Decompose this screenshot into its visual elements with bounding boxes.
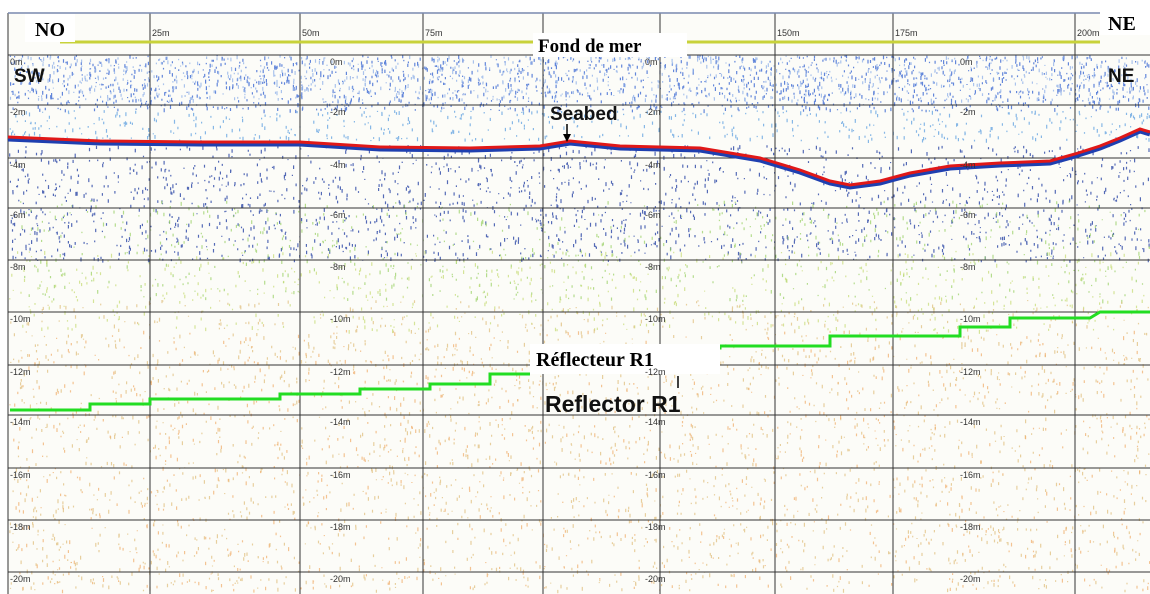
depth-label: -18m bbox=[645, 522, 666, 532]
distance-label: 25m bbox=[152, 28, 170, 38]
depth-label: -12m bbox=[330, 367, 351, 377]
depth-label: -12m bbox=[960, 367, 981, 377]
depth-label: -16m bbox=[960, 470, 981, 480]
depth-label: -4m bbox=[10, 160, 26, 170]
depth-label: -4m bbox=[645, 160, 661, 170]
depth-label: -10m bbox=[960, 314, 981, 324]
depth-label: -20m bbox=[10, 574, 31, 584]
depth-label: -16m bbox=[645, 470, 666, 480]
seabed-label: Seabed bbox=[550, 104, 618, 125]
profile-left: SW bbox=[14, 66, 45, 87]
depth-label: -20m bbox=[330, 574, 351, 584]
profile-figure: NO NE Fond de mer SW NE Seabed Réflecteu… bbox=[0, 0, 1150, 594]
header-left: NO bbox=[35, 19, 65, 41]
depth-label: -14m bbox=[645, 417, 666, 427]
distance-label: 175m bbox=[895, 28, 918, 38]
depth-label: -2m bbox=[10, 107, 26, 117]
depth-label: -14m bbox=[330, 417, 351, 427]
depth-label: -4m bbox=[330, 160, 346, 170]
distance-label: 75m bbox=[425, 28, 443, 38]
depth-label: -6m bbox=[645, 210, 661, 220]
depth-label: -12m bbox=[645, 367, 666, 377]
depth-label: -10m bbox=[10, 314, 31, 324]
depth-label: -6m bbox=[10, 210, 26, 220]
distance-label: 200m bbox=[1077, 28, 1100, 38]
depth-label: -8m bbox=[645, 262, 661, 272]
depth-label: 0m bbox=[960, 57, 973, 67]
depth-label: -8m bbox=[960, 262, 976, 272]
header-title: Fond de mer bbox=[538, 36, 642, 57]
depth-label: -14m bbox=[10, 417, 31, 427]
depth-label: -20m bbox=[645, 574, 666, 584]
depth-label: -6m bbox=[330, 210, 346, 220]
depth-label: 0m bbox=[330, 57, 343, 67]
depth-label: -4m bbox=[960, 160, 976, 170]
depth-label: -6m bbox=[960, 210, 976, 220]
reflector-en-label: Reflector R1 bbox=[545, 391, 681, 417]
depth-label: -14m bbox=[960, 417, 981, 427]
depth-label: -2m bbox=[330, 107, 346, 117]
reflector-fr-label: Réflecteur R1 bbox=[536, 349, 654, 371]
depth-label: 0m bbox=[10, 57, 23, 67]
depth-label: -2m bbox=[645, 107, 661, 117]
depth-label: -10m bbox=[330, 314, 351, 324]
depth-label: -18m bbox=[330, 522, 351, 532]
depth-label: -16m bbox=[330, 470, 351, 480]
depth-label: -10m bbox=[645, 314, 666, 324]
distance-label: 50m bbox=[302, 28, 320, 38]
depth-label: -8m bbox=[10, 262, 26, 272]
depth-label: -16m bbox=[10, 470, 31, 480]
distance-label: 150m bbox=[777, 28, 800, 38]
depth-label: -8m bbox=[330, 262, 346, 272]
depth-label: -12m bbox=[10, 367, 31, 377]
profile-right: NE bbox=[1108, 66, 1134, 87]
depth-label: -18m bbox=[10, 522, 31, 532]
depth-label: -20m bbox=[960, 574, 981, 584]
header-right: NE bbox=[1108, 13, 1136, 35]
depth-label: 0m bbox=[645, 57, 658, 67]
depth-label: -2m bbox=[960, 107, 976, 117]
depth-label: -18m bbox=[960, 522, 981, 532]
